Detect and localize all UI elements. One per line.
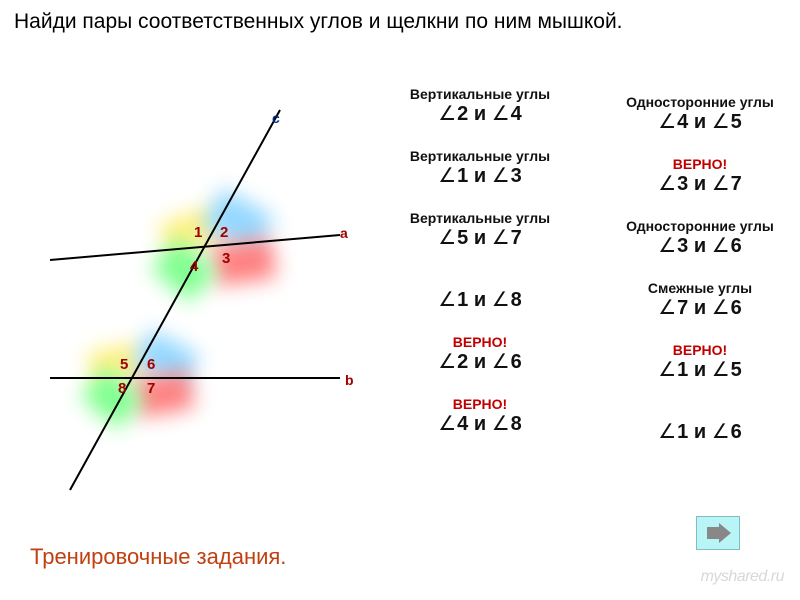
angle-a: 2 bbox=[438, 103, 468, 125]
category-label: Вертикальные углы bbox=[380, 148, 580, 164]
category-label: Односторонние углы bbox=[600, 94, 800, 110]
angle-number-2: 2 bbox=[220, 224, 228, 241]
answer-group: ВЕРНО!1 и 5 bbox=[600, 328, 800, 380]
answer-group: -1 и 8 bbox=[380, 258, 580, 310]
answer-group: Односторонние углы4 и 5 bbox=[600, 80, 800, 132]
angle-a: 7 bbox=[658, 297, 688, 319]
line-label-b: b bbox=[345, 372, 354, 388]
angle-b: 6 bbox=[712, 297, 742, 319]
angle-a: 5 bbox=[438, 227, 468, 249]
category-label: Вертикальные углы bbox=[380, 86, 580, 102]
angle-number-1: 1 bbox=[194, 224, 202, 241]
watermark: myshared.ru bbox=[701, 568, 784, 586]
angle-a: 2 bbox=[438, 351, 468, 373]
angle-pair[interactable]: 4 и 5 bbox=[600, 112, 800, 132]
answer-group: -1 и 6 bbox=[600, 390, 800, 442]
answer-group: ВЕРНО!3 и 7 bbox=[600, 142, 800, 194]
footer-text: Тренировочные задания. bbox=[30, 544, 286, 570]
angle-b: 5 bbox=[712, 359, 742, 381]
angle-b: 7 bbox=[712, 173, 742, 195]
angle-b: 8 bbox=[492, 413, 522, 435]
angle-pair[interactable]: 2 и 6 bbox=[380, 352, 580, 372]
angle-b: 6 bbox=[492, 351, 522, 373]
angle-pair[interactable]: 2 и 4 bbox=[380, 104, 580, 124]
category-label: Смежные углы bbox=[600, 280, 800, 296]
stage: Найди пары соответственных углов и щелкн… bbox=[0, 0, 800, 600]
joiner: и bbox=[688, 421, 711, 443]
category-label: Вертикальные углы bbox=[380, 210, 580, 226]
angle-b: 6 bbox=[712, 421, 742, 443]
answer-group: Вертикальные углы1 и 3 bbox=[380, 134, 580, 186]
answer-column-right: Односторонние углы4 и 5ВЕРНО!3 и 7Одност… bbox=[600, 80, 800, 452]
joiner: и bbox=[688, 111, 711, 133]
joiner: и bbox=[468, 289, 491, 311]
answer-group: ВЕРНО!4 и 8 bbox=[380, 382, 580, 434]
answer-group: ВЕРНО!2 и 6 bbox=[380, 320, 580, 372]
line-label-a: a bbox=[340, 225, 348, 241]
angle-a: 1 bbox=[438, 289, 468, 311]
joiner: и bbox=[468, 227, 491, 249]
angle-number-7: 7 bbox=[147, 380, 155, 397]
angle-a: 1 bbox=[438, 165, 468, 187]
angle-number-5: 5 bbox=[120, 356, 128, 373]
next-button[interactable] bbox=[696, 516, 740, 550]
angle-number-8: 8 bbox=[118, 380, 126, 397]
angle-number-4: 4 bbox=[190, 258, 198, 275]
angle-pair[interactable]: 3 и 7 bbox=[600, 174, 800, 194]
angle-number-6: 6 bbox=[147, 356, 155, 373]
answer-column-left: Вертикальные углы2 и 4Вертикальные углы1… bbox=[380, 72, 580, 444]
joiner: и bbox=[468, 165, 491, 187]
angle-pair[interactable]: 1 и 3 bbox=[380, 166, 580, 186]
angle-pair[interactable]: 3 и 6 bbox=[600, 236, 800, 256]
angle-a: 3 bbox=[658, 235, 688, 257]
angle-a: 4 bbox=[438, 413, 468, 435]
angle-pair[interactable]: 7 и 6 bbox=[600, 298, 800, 318]
angle-number-3: 3 bbox=[222, 250, 230, 267]
angle-a: 4 bbox=[658, 111, 688, 133]
angle-pair[interactable]: 5 и 7 bbox=[380, 228, 580, 248]
category-label: ВЕРНО! bbox=[600, 342, 800, 358]
angle-a: 3 bbox=[658, 173, 688, 195]
angle-pair[interactable]: 4 и 8 bbox=[380, 414, 580, 434]
category-label: ВЕРНО! bbox=[600, 156, 800, 172]
line-label-c: c bbox=[272, 110, 280, 126]
angle-b: 7 bbox=[492, 227, 522, 249]
category-label: ВЕРНО! bbox=[380, 396, 580, 412]
arrow-right-icon bbox=[705, 523, 731, 543]
angle-a: 1 bbox=[658, 421, 688, 443]
joiner: и bbox=[468, 413, 491, 435]
angle-pair[interactable]: 1 и 5 bbox=[600, 360, 800, 380]
angle-a: 1 bbox=[658, 359, 688, 381]
category-label: Односторонние углы bbox=[600, 218, 800, 234]
line-c bbox=[70, 110, 280, 490]
answer-group: Односторонние углы3 и 6 bbox=[600, 204, 800, 256]
answer-group: Смежные углы7 и 6 bbox=[600, 266, 800, 318]
joiner: и bbox=[468, 103, 491, 125]
angle-pair[interactable]: 1 и 6 bbox=[600, 422, 800, 442]
category-label: ВЕРНО! bbox=[380, 334, 580, 350]
joiner: и bbox=[688, 173, 711, 195]
angle-b: 3 bbox=[492, 165, 522, 187]
joiner: и bbox=[688, 359, 711, 381]
joiner: и bbox=[688, 235, 711, 257]
answer-group: Вертикальные углы5 и 7 bbox=[380, 196, 580, 248]
joiner: и bbox=[468, 351, 491, 373]
answer-group: Вертикальные углы2 и 4 bbox=[380, 72, 580, 124]
joiner: и bbox=[688, 297, 711, 319]
angle-b: 6 bbox=[712, 235, 742, 257]
angle-b: 5 bbox=[712, 111, 742, 133]
angle-b: 8 bbox=[492, 289, 522, 311]
angle-b: 4 bbox=[492, 103, 522, 125]
angle-pair[interactable]: 1 и 8 bbox=[380, 290, 580, 310]
